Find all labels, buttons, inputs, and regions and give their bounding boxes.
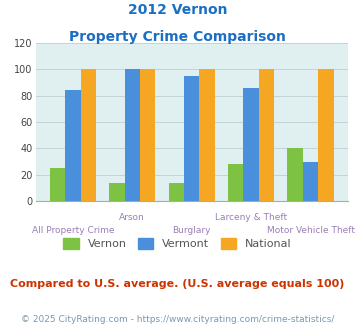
Text: All Property Crime: All Property Crime xyxy=(32,226,114,235)
Bar xyxy=(125,69,140,201)
Bar xyxy=(140,69,155,201)
Bar xyxy=(169,183,184,201)
Bar xyxy=(259,69,274,201)
Bar xyxy=(109,183,125,201)
Bar xyxy=(228,164,244,201)
Text: Burglary: Burglary xyxy=(173,226,211,235)
Bar xyxy=(287,148,303,201)
Text: Property Crime Comparison: Property Crime Comparison xyxy=(69,30,286,44)
Bar xyxy=(65,90,81,201)
Bar xyxy=(81,69,96,201)
Text: Compared to U.S. average. (U.S. average equals 100): Compared to U.S. average. (U.S. average … xyxy=(10,279,345,289)
Text: Motor Vehicle Theft: Motor Vehicle Theft xyxy=(267,226,355,235)
Text: Larceny & Theft: Larceny & Theft xyxy=(215,213,287,222)
Text: Arson: Arson xyxy=(119,213,145,222)
Bar xyxy=(303,162,318,201)
Bar xyxy=(318,69,334,201)
Bar xyxy=(50,168,65,201)
Bar xyxy=(184,76,200,201)
Text: 2012 Vernon: 2012 Vernon xyxy=(128,3,227,17)
Text: © 2025 CityRating.com - https://www.cityrating.com/crime-statistics/: © 2025 CityRating.com - https://www.city… xyxy=(21,315,334,324)
Bar xyxy=(244,88,259,201)
Legend: Vernon, Vermont, National: Vernon, Vermont, National xyxy=(59,234,296,253)
Bar xyxy=(200,69,215,201)
